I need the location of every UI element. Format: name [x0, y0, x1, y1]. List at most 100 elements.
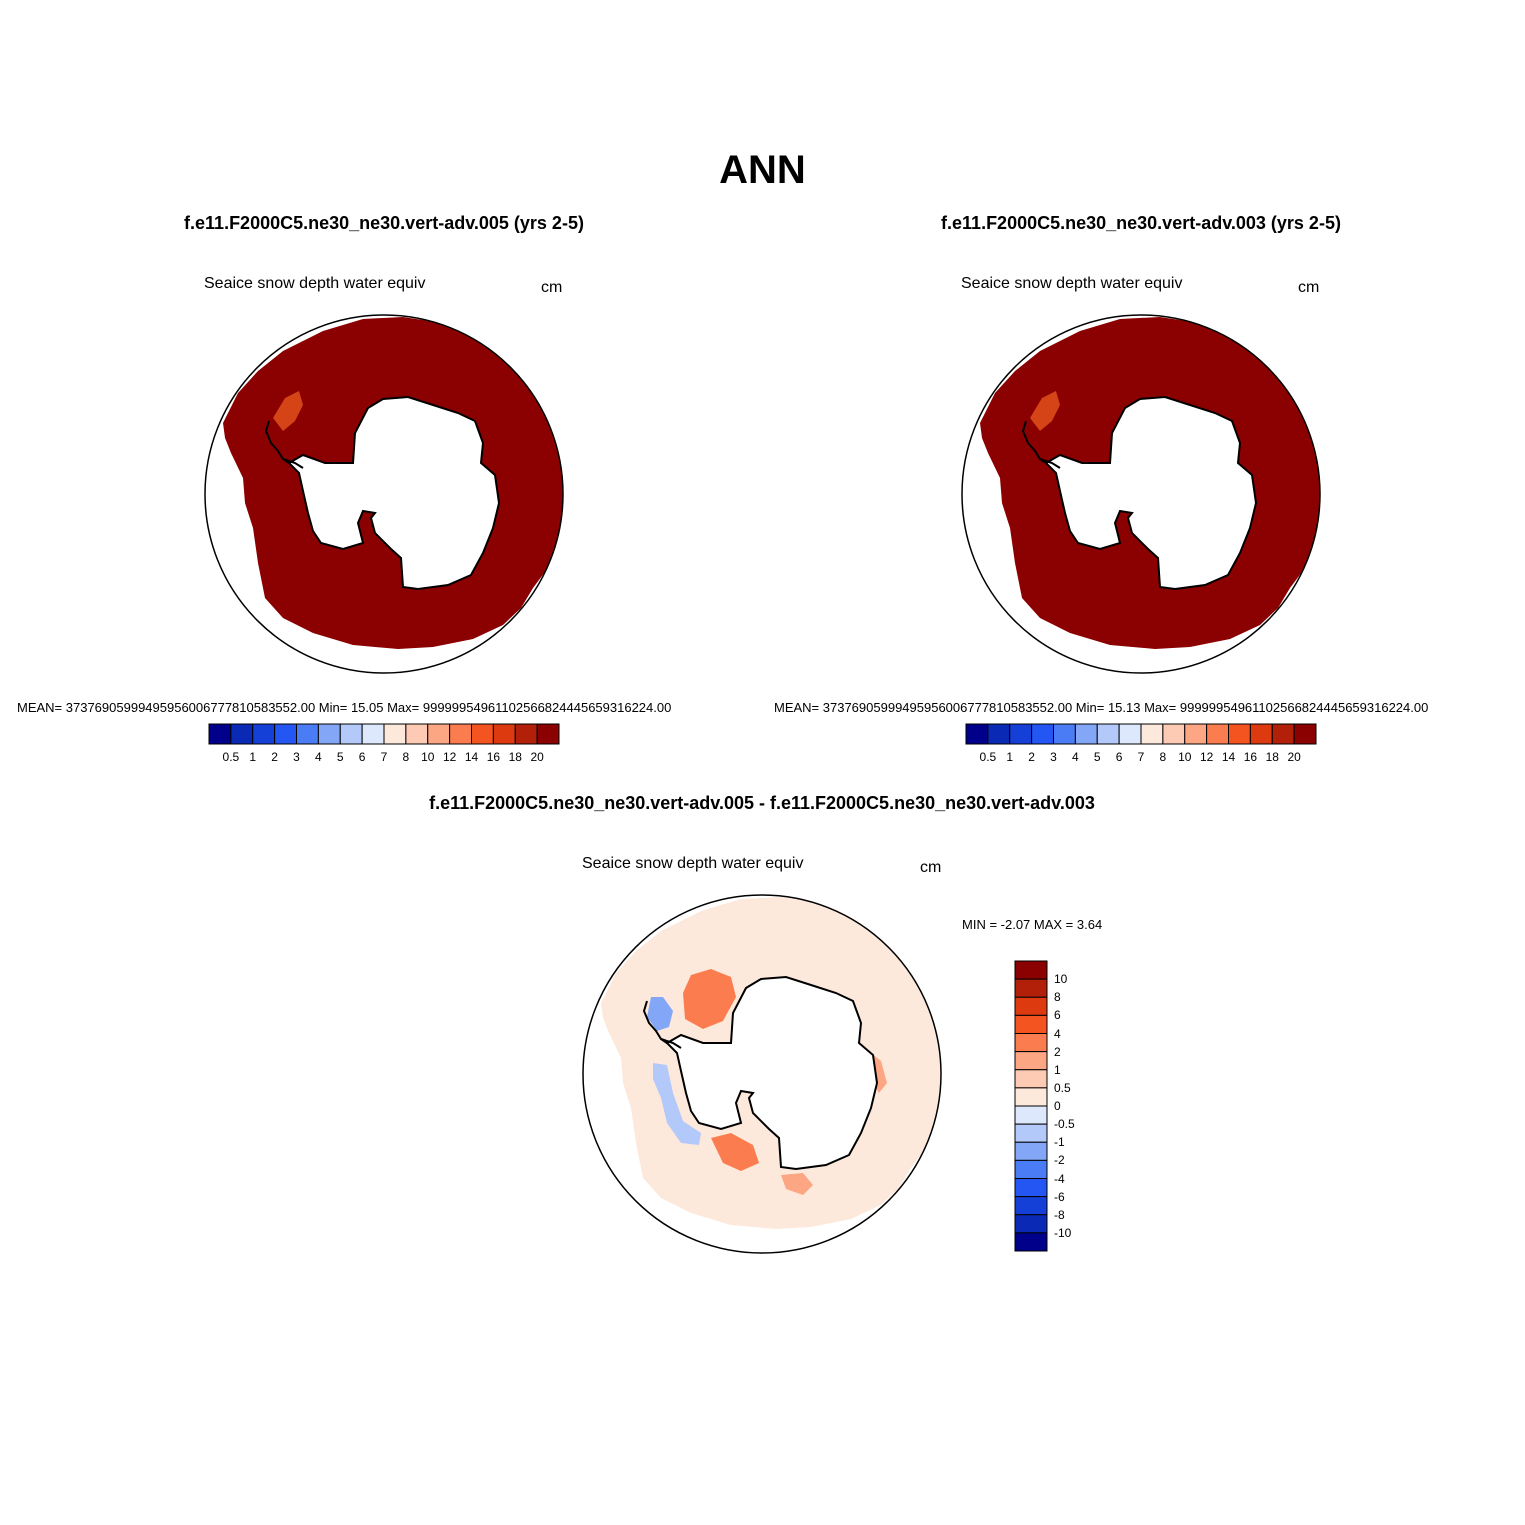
- colorbar-tick-label: 1: [1006, 750, 1014, 764]
- colorbar-swatch: [1014, 1214, 1048, 1234]
- colorbar-tick-label: 8: [1159, 750, 1167, 764]
- colorbar-tick-label: 10: [1054, 972, 1068, 987]
- diff-negative-region-2: [653, 1063, 701, 1145]
- colorbar-swatch: [1009, 723, 1033, 745]
- colorbar-tick-label: 6: [1115, 750, 1123, 764]
- colorbar-swatch: [1271, 723, 1295, 745]
- colorbar-swatch: [1293, 723, 1317, 745]
- colorbar-tick-label: 18: [508, 750, 522, 764]
- diff-positive-region-2: [711, 1133, 759, 1171]
- colorbar-tick-label: 14: [1221, 750, 1236, 764]
- colorbar-swatch: [471, 723, 494, 745]
- colorbar-swatch: [1162, 723, 1186, 745]
- right-units-label: cm: [1298, 279, 1320, 296]
- colorbar-swatch: [1014, 1014, 1048, 1034]
- colorbar-swatch: [1206, 723, 1229, 745]
- left-peninsula-outline: [264, 420, 304, 469]
- colorbar-swatch: [1228, 723, 1251, 745]
- right-ice-edge-patch: [1030, 391, 1060, 431]
- colorbar-tick-label: 18: [1265, 750, 1279, 764]
- colorbar-swatch: [1140, 723, 1164, 745]
- colorbar-swatch: [1014, 996, 1048, 1016]
- colorbar-tick-label: 7: [1137, 750, 1145, 764]
- colorbar-swatch: [1014, 1051, 1048, 1071]
- colorbar-swatch: [1014, 1105, 1048, 1125]
- colorbar-tick-label: 16: [1243, 750, 1258, 764]
- colorbar-tick-label: 20: [1287, 750, 1301, 764]
- colorbar-swatch: [296, 723, 319, 745]
- colorbar-tick-label: 6: [1054, 1008, 1061, 1023]
- colorbar-tick-label: 2: [271, 750, 278, 764]
- right-colorbar: [965, 723, 1317, 745]
- colorbar-swatch: [1014, 1033, 1048, 1053]
- colorbar-tick-label: 10: [1178, 750, 1192, 764]
- colorbar-tick-label: 12: [1199, 750, 1214, 764]
- colorbar-tick-label: 8: [402, 750, 410, 764]
- diff-min-max: MIN = -2.07 MAX = 3.64: [962, 917, 1103, 932]
- colorbar-swatch: [317, 723, 341, 745]
- colorbar-tick-label: 3: [1050, 750, 1057, 764]
- left-ice-edge-patch: [273, 391, 303, 431]
- colorbar-swatch: [230, 723, 254, 745]
- colorbar-swatch: [1184, 723, 1208, 745]
- colorbar-swatch: [252, 723, 276, 745]
- colorbar-tick-label: -8: [1054, 1207, 1065, 1222]
- colorbar-tick-label: 12: [442, 750, 457, 764]
- colorbar-swatch: [383, 723, 407, 745]
- colorbar-swatch: [339, 723, 363, 745]
- colorbar-tick-label: 0.5: [1054, 1080, 1071, 1095]
- colorbar-swatch: [405, 723, 429, 745]
- right-antarctica-outline: [1044, 395, 1258, 591]
- diff-positive-region-1: [683, 969, 736, 1029]
- left-variable-label: Seaice snow depth water equiv: [204, 275, 426, 292]
- diff-variable-label: Seaice snow depth water equiv: [582, 855, 804, 872]
- diff-case-title: f.e11.F2000C5.ne30_ne30.vert-adv.005 - f…: [429, 793, 1095, 813]
- colorbar-tick-label: 7: [380, 750, 388, 764]
- colorbar-swatch: [1031, 723, 1054, 745]
- left-units-label: cm: [541, 279, 563, 296]
- right-stats-line: MEAN= 37376905999495956006777810583552.0…: [774, 700, 1429, 715]
- colorbar-swatch: [1014, 1232, 1048, 1252]
- colorbar-swatch: [427, 723, 451, 745]
- colorbar-swatch: [449, 723, 472, 745]
- colorbar-tick-label: 1: [1054, 1062, 1061, 1077]
- colorbar-tick-label: 10: [421, 750, 435, 764]
- left-polar-map: [204, 314, 564, 674]
- colorbar-swatch: [1118, 723, 1142, 745]
- colorbar-tick-label: 3: [293, 750, 300, 764]
- left-case-title: f.e11.F2000C5.ne30_ne30.vert-adv.005 (yr…: [184, 213, 584, 233]
- colorbar-tick-label: 2: [1054, 1044, 1061, 1059]
- colorbar-swatch: [1014, 1196, 1048, 1216]
- colorbar-swatch: [1014, 1123, 1048, 1143]
- colorbar-swatch: [1014, 1159, 1048, 1179]
- colorbar-swatch: [1014, 1087, 1048, 1107]
- colorbar-swatch: [492, 723, 516, 745]
- colorbar-swatch: [514, 723, 538, 745]
- diff-map-border: [582, 894, 942, 1254]
- colorbar-swatch: [274, 723, 297, 745]
- left-map-border: [204, 314, 564, 674]
- colorbar-tick-label: -2: [1054, 1153, 1065, 1168]
- colorbar-tick-label: -10: [1054, 1225, 1072, 1240]
- right-case-title: f.e11.F2000C5.ne30_ne30.vert-adv.003 (yr…: [941, 213, 1341, 233]
- colorbar-tick-label: 4: [315, 750, 322, 764]
- colorbar-tick-label: -0.5: [1054, 1117, 1075, 1132]
- diff-negative-region-1: [647, 997, 673, 1031]
- diff-colorbar: [1014, 960, 1048, 1252]
- colorbar-swatch: [1014, 960, 1048, 980]
- colorbar-swatch: [1249, 723, 1273, 745]
- colorbar-tick-label: 5: [336, 750, 344, 764]
- colorbar-tick-label: 14: [464, 750, 479, 764]
- colorbar-swatch: [1014, 1141, 1048, 1161]
- colorbar-tick-label: 1: [249, 750, 257, 764]
- diff-peninsula-outline: [642, 1000, 682, 1049]
- colorbar-tick-label: 6: [358, 750, 366, 764]
- diff-antarctica-outline: [665, 975, 879, 1171]
- colorbar-swatch: [536, 723, 560, 745]
- colorbar-swatch: [987, 723, 1011, 745]
- colorbar-tick-label: 0: [1054, 1099, 1061, 1113]
- diff-polar-map: [582, 894, 942, 1254]
- colorbar-tick-label: 4: [1054, 1026, 1061, 1041]
- left-antarctica-outline: [287, 395, 501, 591]
- colorbar-tick-label: 16: [486, 750, 501, 764]
